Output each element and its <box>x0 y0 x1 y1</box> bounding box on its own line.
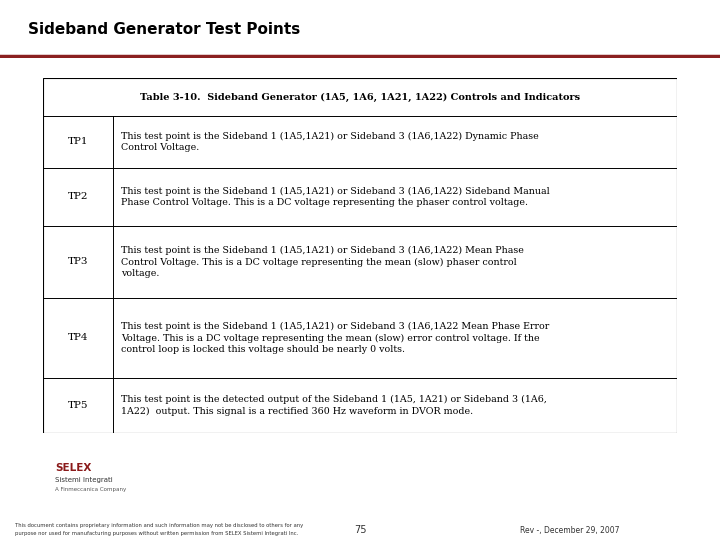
Text: TP2: TP2 <box>68 192 89 201</box>
Text: TP5: TP5 <box>68 401 89 410</box>
Text: Table 3-10.  Sideband Generator (1A5, 1A6, 1A21, 1A22) Controls and Indicators: Table 3-10. Sideband Generator (1A5, 1A6… <box>140 92 580 102</box>
Text: purpose nor used for manufacturing purposes without written permission from SELE: purpose nor used for manufacturing purpo… <box>15 531 298 537</box>
Text: TP1: TP1 <box>68 138 89 146</box>
Text: Rev -, December 29, 2007: Rev -, December 29, 2007 <box>520 525 619 535</box>
Text: This document contains proprietary information and such information may not be d: This document contains proprietary infor… <box>15 523 303 529</box>
Text: A Finmeccanica Company: A Finmeccanica Company <box>55 488 126 492</box>
Text: 75: 75 <box>354 525 366 535</box>
Text: This test point is the Sideband 1 (1A5,1A21) or Sideband 3 (1A6,1A22) Mean Phase: This test point is the Sideband 1 (1A5,1… <box>121 246 524 278</box>
Text: This test point is the Sideband 1 (1A5,1A21) or Sideband 3 (1A6,1A22) Dynamic Ph: This test point is the Sideband 1 (1A5,1… <box>121 132 539 152</box>
Text: This test point is the Sideband 1 (1A5,1A21) or Sideband 3 (1A6,1A22) Sideband M: This test point is the Sideband 1 (1A5,1… <box>121 187 550 207</box>
Text: Sideband Generator Test Points: Sideband Generator Test Points <box>28 22 300 37</box>
Text: TP3: TP3 <box>68 258 89 267</box>
Text: This test point is the Sideband 1 (1A5,1A21) or Sideband 3 (1A6,1A22 Mean Phase : This test point is the Sideband 1 (1A5,1… <box>121 322 549 354</box>
Text: This test point is the detected output of the Sideband 1 (1A5, 1A21) or Sideband: This test point is the detected output o… <box>121 395 547 416</box>
Text: SELEX: SELEX <box>55 463 91 473</box>
Text: Sistemi Integrati: Sistemi Integrati <box>55 477 113 483</box>
Text: TP4: TP4 <box>68 334 89 342</box>
